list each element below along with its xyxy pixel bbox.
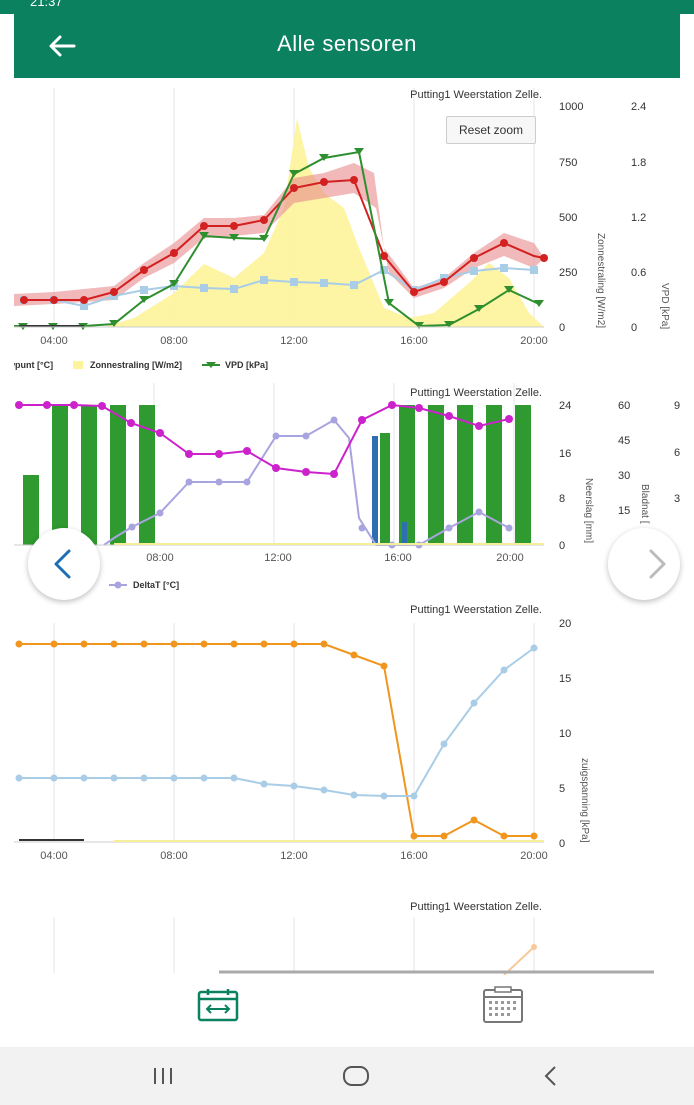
calendar-icon[interactable] (482, 985, 524, 1025)
series-leafwet-points (15, 401, 513, 478)
chart-partial: Putting1 Weerstation Zelle. (14, 895, 694, 976)
legend: wpunt [°C] Zonnestraling [W/m2] VPD [kPa… (7, 360, 268, 370)
y-axis-ticks-rain: 24 16 8 0 (559, 400, 571, 552)
svg-text:wpunt [°C]: wpunt [°C] (14, 360, 53, 370)
series-blue-points (15, 644, 538, 800)
back-icon[interactable] (538, 1063, 564, 1089)
svg-text:45: 45 (618, 435, 630, 447)
svg-text:16:00: 16:00 (384, 552, 412, 564)
series-blue-line (19, 647, 535, 797)
status-bar: 21:37 (0, 0, 694, 14)
svg-text:VPD [kPa]: VPD [kPa] (225, 360, 268, 370)
svg-text:1000: 1000 (559, 101, 583, 113)
svg-text:5: 5 (559, 783, 565, 795)
rain-bars-blue (372, 436, 407, 545)
reset-zoom-button[interactable]: Reset zoom (446, 116, 536, 144)
svg-text:08:00: 08:00 (160, 850, 188, 862)
legend: DeltaT [°C] (109, 580, 179, 590)
svg-text:12:00: 12:00 (280, 335, 308, 347)
bottom-navigation (0, 975, 694, 1047)
chart-leaf-wetness: Putting1 Weerstation Zelle. 08:00 12:00 … (14, 378, 694, 598)
series-orange-points (15, 640, 538, 840)
x-axis-ticks: 08:00 12:00 16:00 20:00 (146, 552, 524, 564)
y-axis-label-leafwet: Bladnat [ (639, 484, 650, 524)
svg-text:60: 60 (618, 400, 630, 412)
svg-text:20:00: 20:00 (496, 552, 524, 564)
recents-icon[interactable] (150, 1063, 176, 1089)
svg-text:08:00: 08:00 (146, 552, 174, 564)
app-bar: Alle sensoren (14, 14, 680, 78)
svg-text:0: 0 (559, 540, 565, 552)
station-label: Putting1 Weerstation Zelle. (410, 89, 542, 101)
svg-text:12:00: 12:00 (264, 552, 292, 564)
svg-text:250: 250 (559, 267, 577, 279)
y-axis-label-tension: zuigspanning [kPa] (579, 758, 590, 843)
y-axis-label-vpd: VPD [kPa] (659, 283, 670, 329)
y-axis-ticks-vpd: 2.4 1.8 1.2 0.6 0 (631, 101, 646, 334)
chevron-right-icon (649, 549, 666, 579)
svg-text:08:00: 08:00 (160, 335, 188, 347)
svg-text:16: 16 (559, 448, 571, 460)
system-navigation-bar (0, 1047, 694, 1105)
svg-text:2.4: 2.4 (631, 101, 646, 113)
svg-text:16:00: 16:00 (400, 850, 428, 862)
y-axis-ticks-leafwet: 60 45 30 15 (618, 400, 630, 517)
status-time: 21:37 (30, 0, 63, 9)
svg-text:0: 0 (559, 838, 565, 850)
y-axis-ticks-deltat: 9 6 3 (674, 400, 680, 505)
station-label: Putting1 Weerstation Zelle. (410, 901, 542, 913)
svg-text:8: 8 (559, 493, 565, 505)
svg-text:04:00: 04:00 (40, 335, 68, 347)
chart-climate: Putting1 Weerstation Zelle. 04:00 08:00 … (7, 78, 694, 378)
svg-text:500: 500 (559, 212, 577, 224)
series-deltat-line (103, 418, 510, 546)
svg-text:20:00: 20:00 (520, 335, 548, 347)
svg-text:20: 20 (559, 618, 571, 630)
svg-text:0: 0 (631, 322, 637, 334)
svg-text:1.2: 1.2 (631, 212, 646, 224)
y-axis-ticks-tension: 20 15 10 5 0 (559, 618, 571, 850)
svg-text:Zonnestraling [W/m2]: Zonnestraling [W/m2] (90, 360, 182, 370)
svg-text:12:00: 12:00 (280, 850, 308, 862)
chart-soil-tension: Putting1 Weerstation Zelle. 04:00 08:00 … (14, 598, 694, 878)
x-axis-ticks: 04:00 08:00 12:00 16:00 20:00 (40, 335, 548, 347)
previous-chart-button[interactable] (28, 528, 100, 600)
y-axis-label-radiation: Zonnestraling [W/m2] (595, 233, 606, 328)
svg-text:9: 9 (674, 400, 680, 412)
svg-text:3: 3 (674, 493, 680, 505)
back-arrow-icon[interactable] (44, 30, 80, 62)
svg-text:0: 0 (559, 322, 565, 334)
svg-text:24: 24 (559, 400, 571, 412)
station-label: Putting1 Weerstation Zelle. (410, 387, 542, 399)
x-axis-ticks: 04:00 08:00 12:00 16:00 20:00 (40, 850, 548, 862)
series-orange-line (19, 643, 534, 837)
series-dewpoint-points (20, 176, 548, 304)
svg-text:10: 10 (559, 728, 571, 740)
series-deltat-points (128, 416, 513, 549)
svg-text:30: 30 (618, 470, 630, 482)
home-icon[interactable] (341, 1062, 371, 1090)
y-axis-ticks-radiation: 1000 750 500 250 0 (559, 101, 583, 334)
svg-text:0.6: 0.6 (631, 267, 646, 279)
series-leafwet-line (19, 403, 510, 476)
transfer-icon[interactable] (196, 987, 240, 1023)
sun-area (14, 118, 544, 327)
svg-text:15: 15 (618, 505, 630, 517)
station-label: Putting1 Weerstation Zelle. (410, 604, 542, 616)
svg-text:1.8: 1.8 (631, 157, 646, 169)
next-chart-button[interactable] (608, 528, 680, 600)
svg-text:750: 750 (559, 157, 577, 169)
rain-bars (23, 405, 531, 545)
page-title: Alle sensoren (277, 31, 417, 56)
svg-text:20:00: 20:00 (520, 850, 548, 862)
svg-text:04:00: 04:00 (40, 850, 68, 862)
y-axis-label-rain: Neerslag [mm] (583, 478, 594, 543)
svg-text:6: 6 (674, 447, 680, 459)
chevron-left-icon (54, 549, 71, 579)
svg-text:DeltaT [°C]: DeltaT [°C] (133, 580, 179, 590)
svg-text:16:00: 16:00 (400, 335, 428, 347)
svg-text:15: 15 (559, 673, 571, 685)
